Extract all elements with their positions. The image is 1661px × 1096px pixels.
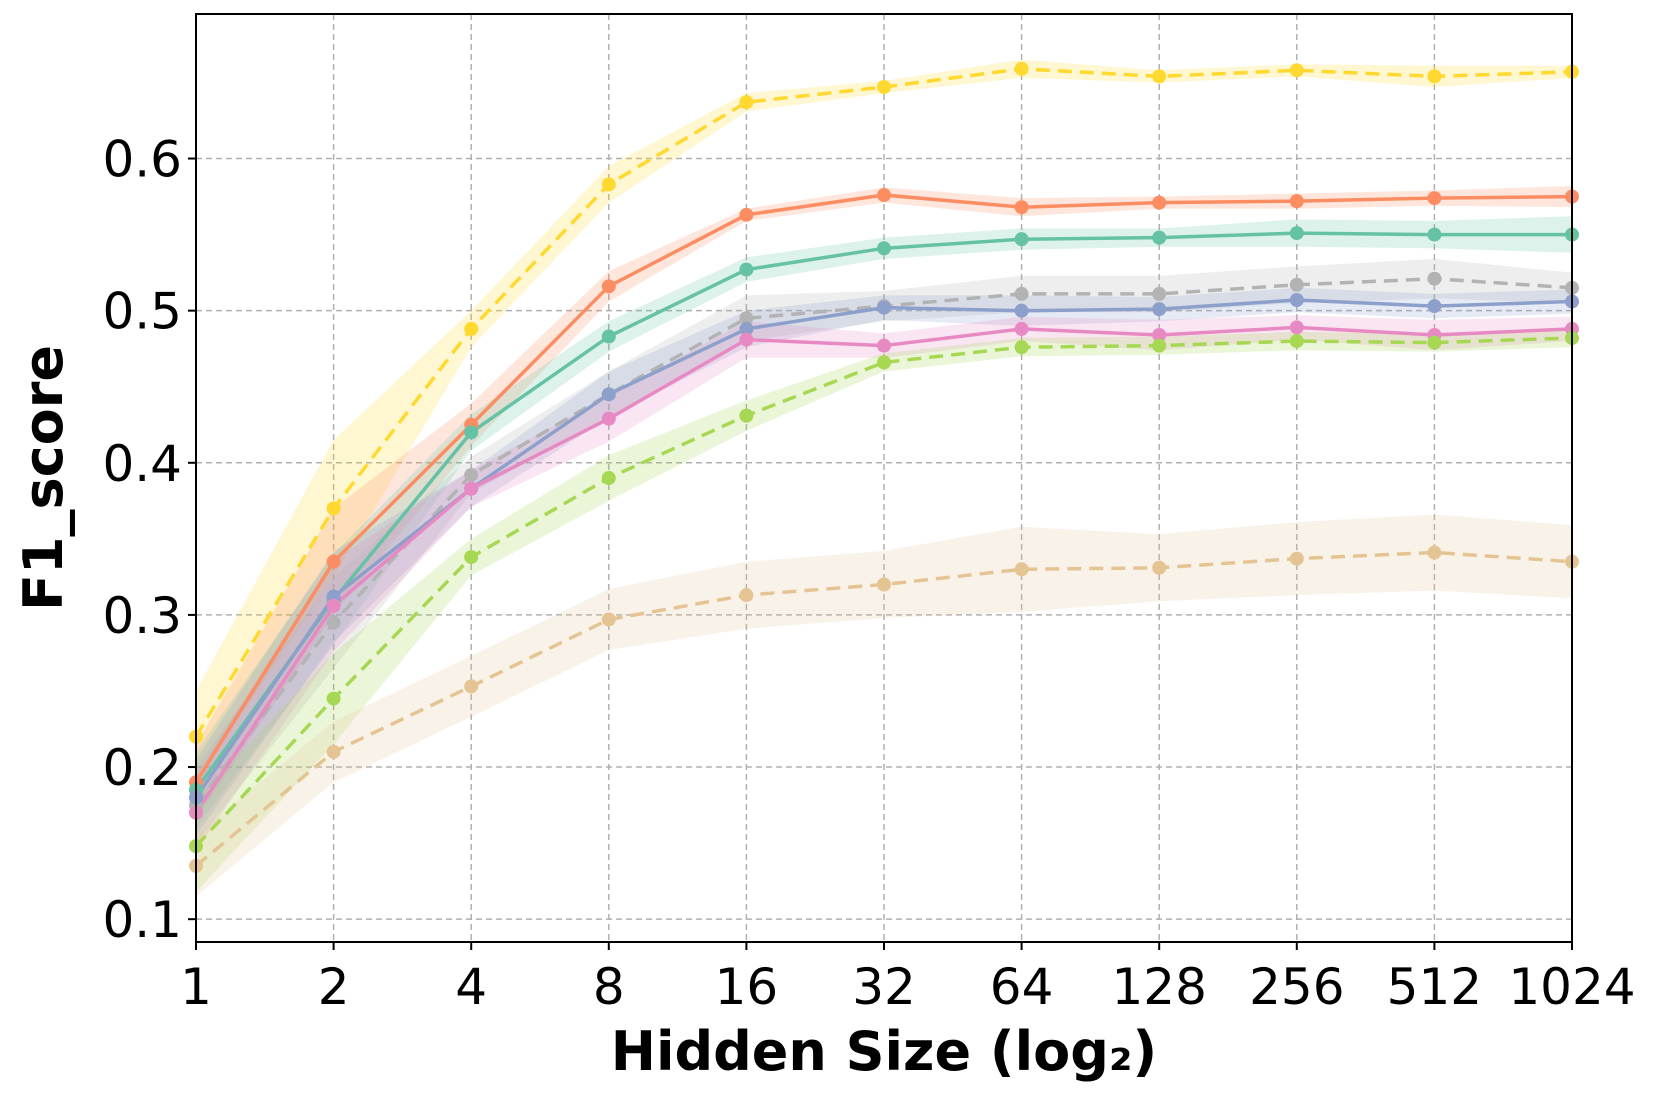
x-tick-label: 8 bbox=[593, 958, 625, 1016]
series-1-point bbox=[326, 501, 341, 516]
x-tick-label: 256 bbox=[1249, 958, 1344, 1016]
y-tick-label: 0.5 bbox=[102, 283, 182, 341]
series-3-point bbox=[877, 241, 891, 256]
series-7-point bbox=[1152, 338, 1167, 353]
series-2-point bbox=[739, 207, 754, 222]
series-5-point bbox=[1152, 302, 1167, 317]
x-tick-label: 32 bbox=[852, 958, 916, 1016]
series-5-point bbox=[1014, 303, 1029, 318]
series-1-point bbox=[1152, 69, 1167, 84]
series-3-point bbox=[1014, 232, 1029, 247]
series-8-point bbox=[1289, 551, 1304, 566]
series-8-point bbox=[739, 588, 754, 603]
y-tick-label: 0.1 bbox=[102, 891, 182, 949]
series-6-point bbox=[326, 598, 341, 613]
series-1-point bbox=[1014, 61, 1029, 76]
series-7-point bbox=[877, 355, 891, 370]
series-7-point bbox=[601, 471, 616, 485]
series-4-point bbox=[464, 467, 479, 482]
series-2-point bbox=[601, 279, 616, 294]
series-2-point bbox=[1014, 200, 1029, 215]
series-6-band bbox=[196, 315, 1572, 851]
series-4-point bbox=[1014, 286, 1029, 301]
series-2-point bbox=[1289, 194, 1304, 209]
series-8-point bbox=[601, 612, 616, 627]
series-3-point bbox=[739, 262, 754, 277]
series-3-band bbox=[196, 216, 1572, 828]
x-tick-label: 1 bbox=[180, 958, 212, 1016]
series-4-point bbox=[1152, 286, 1167, 301]
series-5-point bbox=[877, 300, 891, 315]
x-axis-label: Hidden Size (log₂) bbox=[611, 1020, 1157, 1083]
series-6-point bbox=[739, 332, 754, 347]
series-2-point bbox=[877, 188, 891, 203]
series-1-band bbox=[196, 59, 1572, 783]
x-tick-label: 128 bbox=[1111, 958, 1206, 1016]
series-3-point bbox=[1152, 230, 1167, 245]
series-8-point bbox=[1014, 562, 1029, 577]
series-1-point bbox=[1427, 69, 1442, 84]
series-8-point bbox=[326, 744, 341, 759]
series-2-band bbox=[196, 185, 1572, 821]
series-1-point bbox=[739, 95, 754, 110]
series-5-point bbox=[739, 321, 754, 336]
series-5-point bbox=[601, 387, 616, 402]
series-5-point bbox=[1427, 299, 1442, 314]
series-6-point bbox=[601, 411, 616, 426]
series-7-line bbox=[194, 336, 1573, 848]
x-tick-label: 2 bbox=[318, 958, 350, 1016]
series-7-point bbox=[464, 550, 479, 565]
series-6-point bbox=[1289, 320, 1304, 335]
y-tick-label: 0.4 bbox=[102, 435, 182, 493]
x-tick-label: 16 bbox=[715, 958, 779, 1016]
series-2-point bbox=[1427, 191, 1442, 206]
series-4-point bbox=[739, 311, 754, 326]
x-tick-label: 4 bbox=[455, 958, 487, 1016]
series-7-point bbox=[1427, 335, 1442, 350]
series-3-point bbox=[601, 329, 616, 344]
series-6-point bbox=[877, 338, 891, 353]
y-tick-label: 0.2 bbox=[102, 739, 182, 797]
x-tick-label: 512 bbox=[1387, 958, 1482, 1016]
series-8-point bbox=[464, 679, 479, 694]
series-6-point bbox=[1014, 321, 1029, 336]
x-tick-label: 64 bbox=[990, 958, 1054, 1016]
series-8-point bbox=[1427, 545, 1442, 560]
series-3-point bbox=[1427, 227, 1442, 242]
tick-labels: 1 2 4 8 16 32 64 128 256 512 1024 0.1 0.2 0.3 0.4 0.5 0.… bbox=[102, 131, 1635, 1016]
series-6-point bbox=[464, 481, 479, 496]
series-1-point bbox=[877, 80, 891, 95]
series-1-point bbox=[464, 321, 479, 336]
series-4-point bbox=[326, 615, 341, 630]
series-3-point bbox=[464, 425, 479, 440]
series-2-point bbox=[326, 554, 341, 569]
series-4-point bbox=[1427, 271, 1442, 286]
series-7-point bbox=[326, 691, 341, 706]
series-5-band bbox=[196, 287, 1572, 836]
series-5-point bbox=[1289, 293, 1304, 308]
series-4-point bbox=[1289, 277, 1304, 292]
series-8-point bbox=[1152, 560, 1167, 575]
series-6-point bbox=[1152, 327, 1167, 342]
series-2-point bbox=[1152, 195, 1167, 210]
y-tick-label: 0.6 bbox=[102, 131, 182, 189]
x-tick-label: 1024 bbox=[1508, 958, 1635, 1016]
series-7-point bbox=[1014, 340, 1029, 355]
series-1-point bbox=[1289, 63, 1304, 78]
y-axis-label: F1_score bbox=[12, 345, 75, 611]
series-7-point bbox=[1289, 334, 1304, 349]
series-8-point bbox=[877, 577, 891, 592]
y-tick-label: 0.3 bbox=[102, 587, 182, 645]
series-7-point bbox=[739, 408, 754, 423]
series-3-point bbox=[1289, 226, 1304, 241]
series-1-point bbox=[601, 177, 616, 192]
